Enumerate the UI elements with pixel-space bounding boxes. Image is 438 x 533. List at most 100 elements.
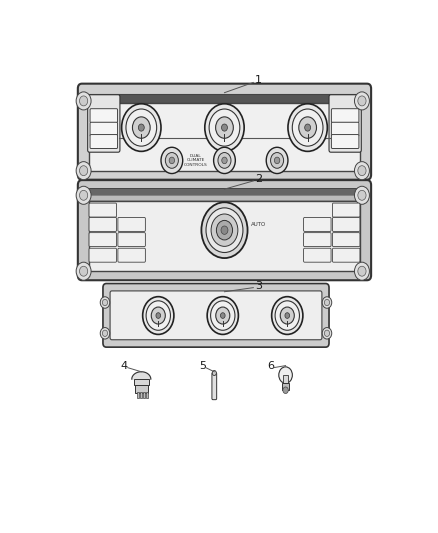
Text: DUAL
CLIMATE
CONTROLS: DUAL CLIMATE CONTROLS bbox=[184, 154, 208, 167]
Circle shape bbox=[211, 301, 235, 330]
Circle shape bbox=[216, 221, 233, 240]
FancyBboxPatch shape bbox=[90, 134, 117, 149]
Circle shape bbox=[211, 214, 238, 246]
Text: 3: 3 bbox=[255, 280, 262, 290]
FancyBboxPatch shape bbox=[118, 248, 145, 262]
Circle shape bbox=[358, 266, 366, 276]
Circle shape bbox=[151, 307, 165, 324]
FancyBboxPatch shape bbox=[304, 217, 331, 231]
FancyBboxPatch shape bbox=[103, 284, 329, 347]
Circle shape bbox=[201, 202, 247, 258]
Circle shape bbox=[325, 330, 330, 336]
FancyBboxPatch shape bbox=[332, 248, 360, 262]
Circle shape bbox=[274, 157, 280, 164]
Circle shape bbox=[275, 301, 300, 330]
Circle shape bbox=[283, 387, 288, 393]
Circle shape bbox=[358, 166, 366, 176]
Circle shape bbox=[156, 313, 161, 318]
FancyBboxPatch shape bbox=[332, 203, 360, 217]
Bar bbox=[88, 200, 360, 271]
Bar bbox=[134, 385, 148, 393]
Circle shape bbox=[100, 297, 110, 308]
FancyBboxPatch shape bbox=[332, 122, 359, 136]
Text: 5: 5 bbox=[199, 361, 206, 370]
FancyBboxPatch shape bbox=[89, 248, 117, 262]
Circle shape bbox=[292, 109, 323, 146]
Circle shape bbox=[76, 186, 91, 204]
FancyBboxPatch shape bbox=[212, 373, 217, 400]
Circle shape bbox=[169, 157, 175, 164]
Circle shape bbox=[100, 328, 110, 339]
Circle shape bbox=[354, 161, 369, 180]
Circle shape bbox=[161, 147, 183, 174]
Bar bbox=[282, 383, 289, 390]
FancyBboxPatch shape bbox=[90, 109, 117, 123]
Circle shape bbox=[354, 186, 369, 204]
FancyBboxPatch shape bbox=[78, 180, 371, 280]
Circle shape bbox=[209, 109, 240, 146]
FancyBboxPatch shape bbox=[332, 109, 359, 123]
Circle shape bbox=[206, 208, 243, 253]
Circle shape bbox=[79, 96, 88, 106]
Bar bbox=[88, 103, 360, 171]
FancyBboxPatch shape bbox=[329, 95, 361, 152]
FancyBboxPatch shape bbox=[89, 232, 117, 247]
Circle shape bbox=[79, 266, 88, 276]
Polygon shape bbox=[132, 372, 151, 379]
Circle shape bbox=[132, 117, 150, 138]
Circle shape bbox=[354, 92, 369, 110]
FancyBboxPatch shape bbox=[110, 291, 322, 340]
Circle shape bbox=[102, 300, 108, 305]
FancyBboxPatch shape bbox=[304, 248, 331, 262]
Circle shape bbox=[215, 117, 233, 138]
FancyBboxPatch shape bbox=[78, 84, 371, 180]
Circle shape bbox=[266, 147, 288, 174]
Circle shape bbox=[214, 147, 235, 174]
FancyBboxPatch shape bbox=[90, 122, 117, 136]
Circle shape bbox=[354, 262, 369, 280]
Text: 6: 6 bbox=[267, 361, 274, 370]
Bar bbox=[137, 392, 139, 398]
Circle shape bbox=[358, 96, 366, 106]
Text: 1: 1 bbox=[255, 75, 262, 85]
Circle shape bbox=[218, 152, 231, 168]
Circle shape bbox=[165, 152, 178, 168]
Circle shape bbox=[138, 124, 144, 131]
Circle shape bbox=[358, 190, 366, 200]
FancyBboxPatch shape bbox=[118, 232, 145, 247]
Bar bbox=[88, 195, 360, 200]
Circle shape bbox=[288, 104, 327, 151]
FancyBboxPatch shape bbox=[332, 232, 360, 247]
Circle shape bbox=[280, 307, 294, 324]
Circle shape bbox=[76, 262, 91, 280]
FancyBboxPatch shape bbox=[332, 217, 360, 231]
Circle shape bbox=[325, 300, 330, 305]
Text: 2: 2 bbox=[255, 174, 262, 184]
Text: AUTO: AUTO bbox=[251, 222, 266, 227]
Bar bbox=[134, 379, 149, 385]
Text: 4: 4 bbox=[121, 361, 128, 370]
Circle shape bbox=[207, 297, 238, 334]
Bar bbox=[283, 375, 288, 383]
Circle shape bbox=[216, 307, 230, 324]
Circle shape bbox=[221, 226, 228, 235]
Circle shape bbox=[272, 297, 303, 334]
Circle shape bbox=[279, 367, 293, 383]
Circle shape bbox=[146, 301, 170, 330]
Circle shape bbox=[222, 157, 227, 164]
Bar bbox=[143, 392, 145, 398]
Circle shape bbox=[285, 313, 290, 318]
Circle shape bbox=[212, 370, 216, 375]
Circle shape bbox=[205, 104, 244, 151]
Circle shape bbox=[271, 152, 284, 168]
Circle shape bbox=[143, 297, 174, 334]
Circle shape bbox=[220, 313, 225, 318]
Circle shape bbox=[79, 190, 88, 200]
Circle shape bbox=[322, 328, 332, 339]
Circle shape bbox=[322, 297, 332, 308]
Circle shape bbox=[122, 104, 161, 151]
Circle shape bbox=[79, 166, 88, 176]
Bar bbox=[88, 94, 360, 103]
FancyBboxPatch shape bbox=[304, 232, 331, 247]
FancyBboxPatch shape bbox=[118, 217, 145, 231]
